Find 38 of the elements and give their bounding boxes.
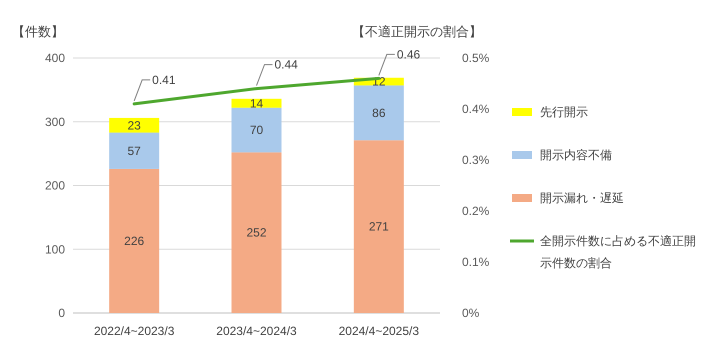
y-tick-label: 400 <box>44 51 66 65</box>
legend-label: 開示漏れ・遅延 <box>540 191 624 205</box>
x-tick-label: 2023/4~2024/3 <box>216 324 298 338</box>
x-tick-label: 2022/4~2023/3 <box>94 324 175 338</box>
data-label: 14 <box>250 96 264 110</box>
bar <box>109 132 160 169</box>
x-tick-label: 2024/4~2025/3 <box>338 324 420 338</box>
y-tick-label: 200 <box>44 178 66 192</box>
bar <box>354 140 404 313</box>
data-label: 57 <box>127 144 142 158</box>
y2-tick-label: 0.3% <box>462 153 490 167</box>
y-tick-label: 0 <box>58 306 66 320</box>
data-label: 271 <box>368 220 390 234</box>
bar <box>232 108 282 152</box>
data-label: 23 <box>127 118 142 132</box>
data-label: 70 <box>250 123 264 138</box>
bar <box>109 118 160 133</box>
data-label: 0.44 <box>274 58 298 72</box>
bar <box>354 85 404 140</box>
y2-tick-label: 0.1% <box>462 255 490 269</box>
y2-tick-label: 0% <box>462 306 480 320</box>
bar <box>232 152 282 313</box>
legend-label: 開示内容不備 <box>540 148 612 162</box>
y2-tick-label: 0.5% <box>462 51 490 65</box>
data-label: 0.41 <box>152 72 176 87</box>
y2-axis-title: 【不適正開示の割合】 <box>352 24 482 39</box>
data-label: 86 <box>372 106 386 120</box>
y2-tick-label: 0.4% <box>462 102 490 116</box>
y-tick-label: 100 <box>44 242 66 256</box>
data-label: 0.46 <box>396 47 421 62</box>
y-axis-title: 【件数】 <box>12 24 64 39</box>
y-tick-label: 300 <box>44 114 66 129</box>
y2-tick-label: 0.2% <box>462 204 490 218</box>
legend-label: 全開示件数に占める不適正開示件数の割合 <box>540 234 696 270</box>
legend-label: 先行開示 <box>540 105 588 119</box>
data-label: 252 <box>246 226 267 240</box>
data-label: 226 <box>124 234 144 248</box>
bar <box>109 168 160 313</box>
